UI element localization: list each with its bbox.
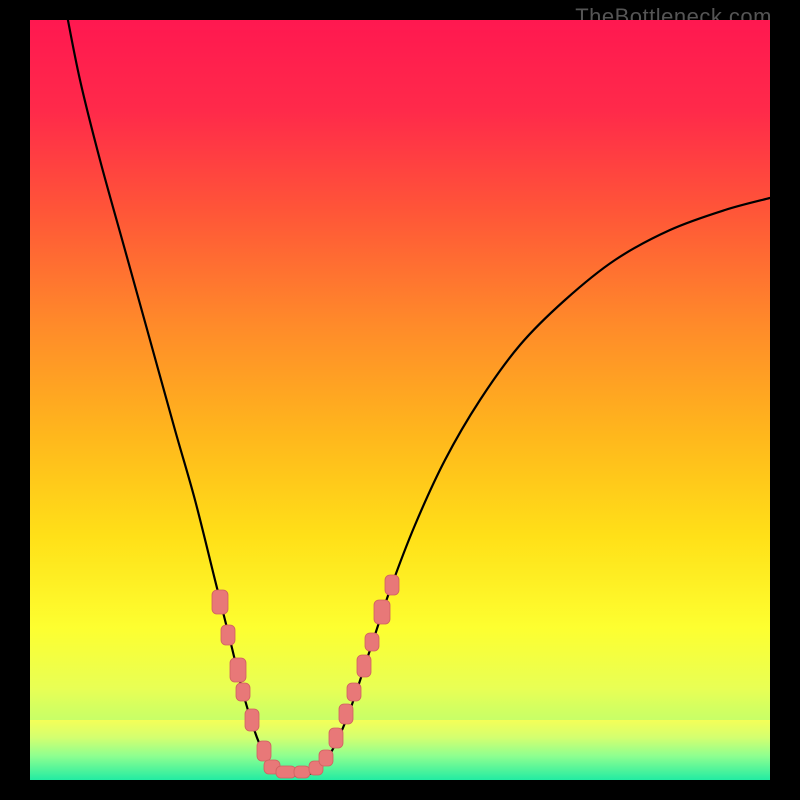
bottleneck-curve-chart (30, 20, 770, 780)
data-marker (365, 633, 379, 651)
chart-background (30, 20, 770, 780)
chart-container: TheBottleneck.com (0, 0, 800, 800)
data-marker (236, 683, 250, 701)
data-marker (230, 658, 246, 682)
data-marker (339, 704, 353, 724)
data-marker (319, 750, 333, 766)
data-marker (357, 655, 371, 677)
data-marker (276, 766, 296, 778)
data-marker (221, 625, 235, 645)
plot-area (30, 20, 770, 780)
data-marker (212, 590, 228, 614)
data-marker (347, 683, 361, 701)
optimal-band (30, 720, 770, 780)
data-marker (374, 600, 390, 624)
data-marker (385, 575, 399, 595)
data-marker (294, 766, 310, 778)
data-marker (257, 741, 271, 761)
data-marker (245, 709, 259, 731)
data-marker (329, 728, 343, 748)
